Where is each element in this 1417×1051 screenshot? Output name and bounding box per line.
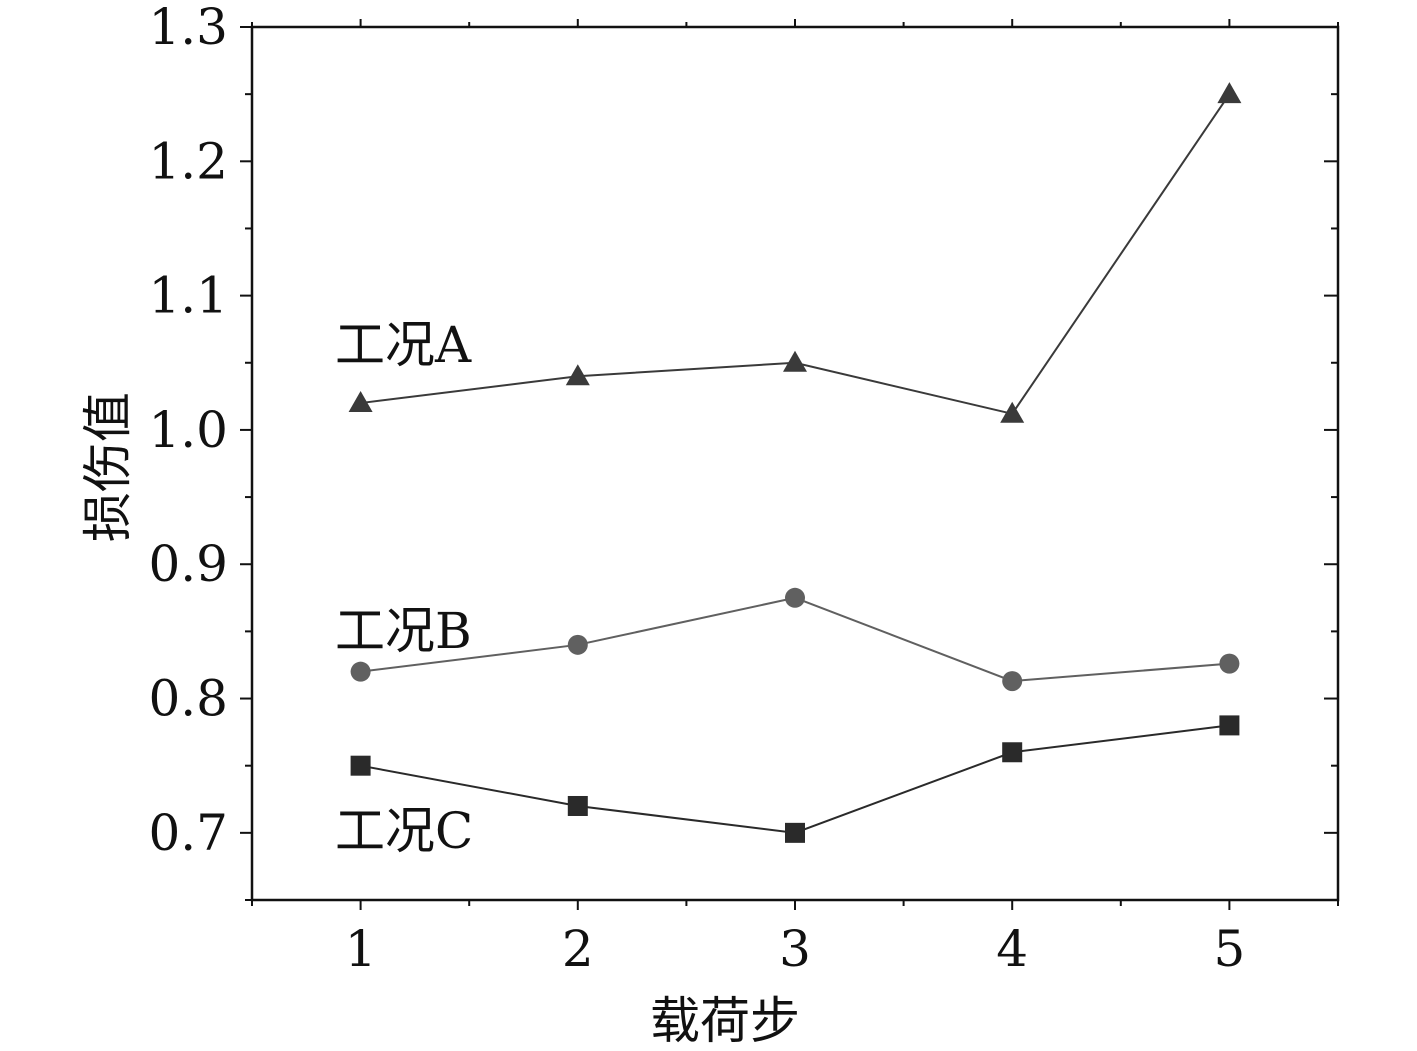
y-tick-label: 0.8 — [148, 670, 228, 728]
data-point-triangle — [348, 391, 373, 413]
data-point-circle — [785, 587, 805, 608]
data-point-square — [1219, 715, 1240, 736]
data-point-circle — [1219, 653, 1240, 674]
series-line — [360, 596, 1230, 683]
data-point-square — [785, 822, 805, 843]
series-square — [350, 715, 1240, 843]
x-tick-label: 4 — [996, 920, 1028, 978]
y-tick-label: 1.0 — [148, 401, 228, 459]
series-label: 工况A — [335, 316, 472, 374]
data-point-triangle — [565, 364, 590, 386]
y-tick-label: 0.9 — [148, 535, 228, 593]
series-triangle — [348, 82, 1242, 423]
data-point-circle — [567, 634, 588, 655]
series-label: 工况C — [335, 802, 473, 860]
data-point-square — [567, 795, 588, 816]
x-tick-label: 3 — [779, 920, 811, 978]
y-axis-title: 损伤值 — [79, 392, 137, 542]
labels-layer: 1 2 3 4 5 0.7 0.8 0.9 1.0 1.1 1.2 1.3 工况A 工况B 工况C — [148, 0, 1245, 978]
data-point-square — [1002, 742, 1023, 763]
x-tick-label: 2 — [562, 920, 594, 978]
series-label: 工况B — [335, 602, 472, 660]
x-axis-title: 载荷步 — [650, 992, 800, 1050]
y-tick-label: 1.3 — [148, 0, 228, 56]
x-tick-label: 5 — [1213, 920, 1245, 978]
series-layer — [348, 82, 1242, 843]
y-tick-label: 1.2 — [148, 132, 228, 190]
ticks-layer — [240, 19, 1339, 910]
series-line — [360, 724, 1230, 834]
data-point-triangle — [783, 350, 807, 372]
plot-frame — [250, 25, 1340, 902]
data-point-circle — [1002, 671, 1023, 692]
data-point-square — [350, 755, 371, 776]
y-tick-label: 0.7 — [148, 804, 228, 862]
data-point-triangle — [1000, 401, 1025, 423]
series-circle — [350, 587, 1240, 692]
x-tick-label: 1 — [345, 920, 377, 978]
y-tick-label: 1.1 — [148, 267, 228, 325]
data-point-circle — [350, 661, 371, 682]
data-point-triangle — [1217, 82, 1242, 104]
